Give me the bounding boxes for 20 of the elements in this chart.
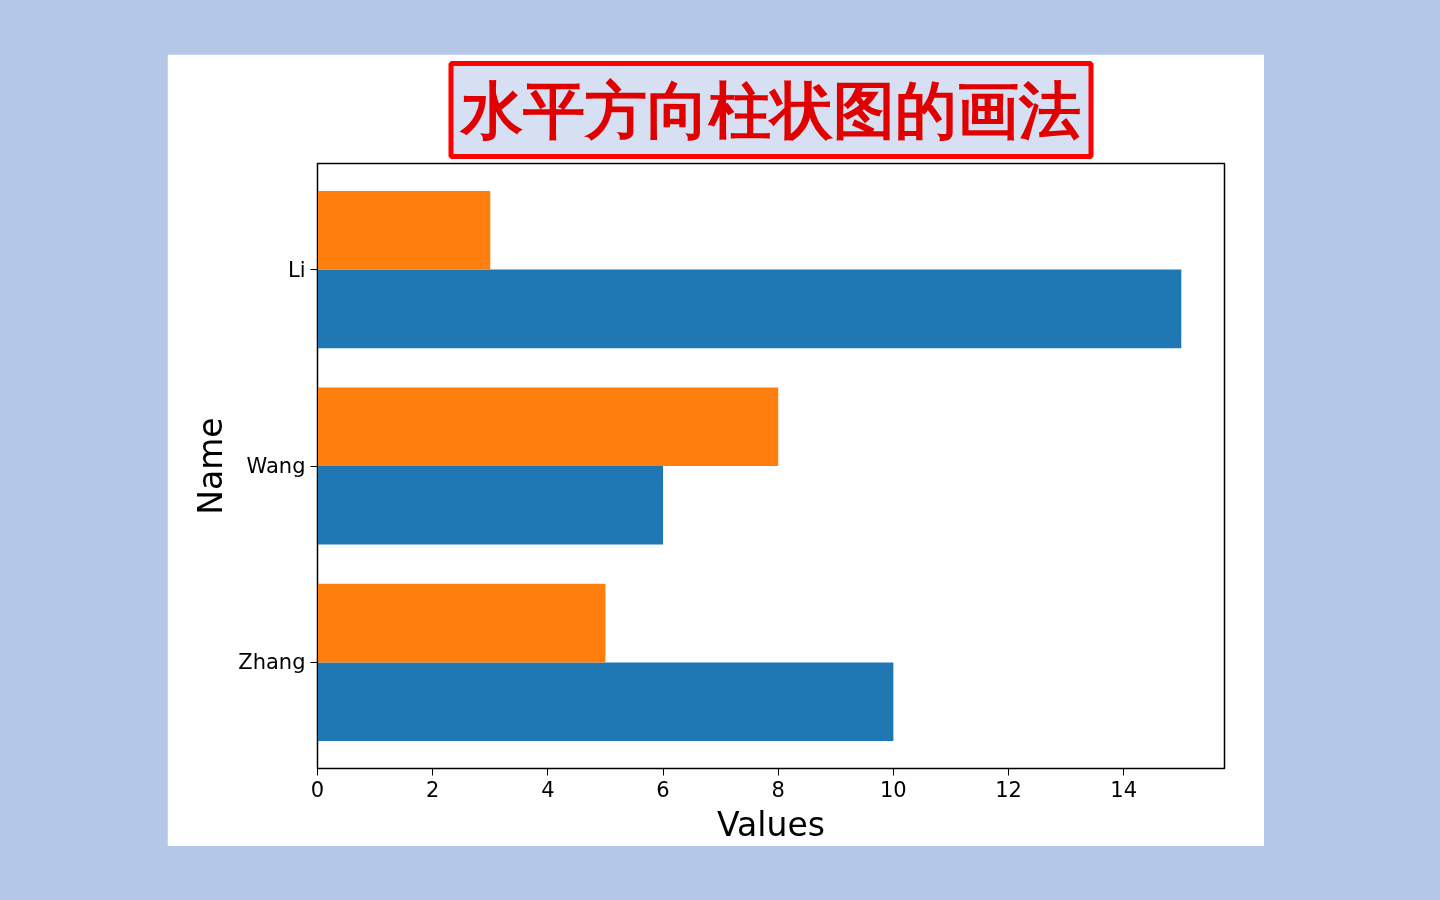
y-axis-title: Name xyxy=(191,417,231,515)
x-tick-label: 2 xyxy=(425,777,440,802)
bar xyxy=(317,269,1182,349)
y-tick-label: Li xyxy=(287,257,306,282)
x-tick-label: 8 xyxy=(771,777,785,802)
x-axis-title: Values xyxy=(717,804,825,844)
x-tick-label: 10 xyxy=(880,777,907,802)
x-tick-label: 12 xyxy=(995,777,1022,802)
bar xyxy=(317,387,779,466)
x-tick-label: 14 xyxy=(1110,777,1138,802)
x-tick-label: 6 xyxy=(656,777,670,802)
y-tick-label: Zhang xyxy=(238,650,306,675)
x-tick-label: 4 xyxy=(541,777,555,802)
x-tick-label: 0 xyxy=(310,777,325,802)
chart-title: 水平方向柱状图的画法 xyxy=(459,73,1081,147)
y-tick-label: Wang xyxy=(246,454,306,478)
bar xyxy=(317,583,606,663)
bar xyxy=(317,466,664,545)
bar xyxy=(317,191,491,270)
bar xyxy=(317,662,894,741)
